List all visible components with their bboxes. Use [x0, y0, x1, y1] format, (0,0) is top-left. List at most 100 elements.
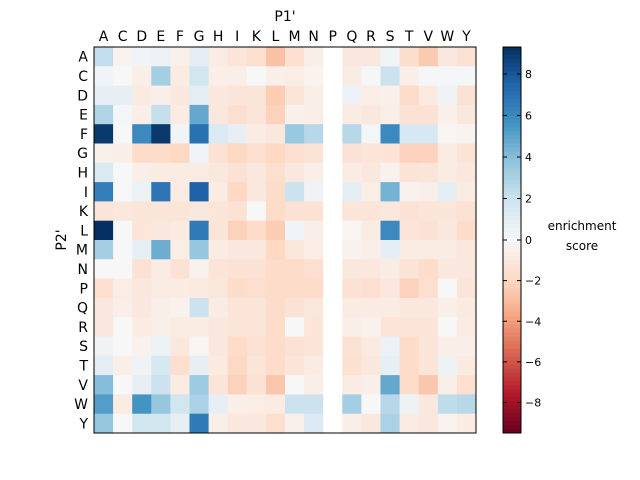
heatmap-cell-K-H	[208, 201, 229, 222]
heatmap-cell-S-K	[246, 336, 267, 357]
heatmap-cell-K-W	[437, 201, 458, 222]
heatmap-cell-Y-T	[399, 413, 420, 434]
heatmap-cell-M-V	[418, 240, 439, 260]
heatmap-cell-T-A	[94, 355, 114, 376]
heatmap-cell-A-D	[132, 47, 152, 67]
heatmap-cell-V-W	[437, 375, 458, 395]
heatmap-cell-C-T	[399, 66, 420, 86]
heatmap-cell-M-L	[265, 240, 286, 260]
heatmap-cell-I-A	[94, 182, 114, 202]
colorbar-segment	[503, 51, 521, 56]
colorbar-segment	[503, 396, 521, 402]
heatmap-cell-P-A	[94, 278, 114, 299]
heatmap-cell-Y-E	[151, 413, 171, 434]
colorbar-segment	[503, 155, 521, 161]
heatmap-cell-W-F	[170, 394, 190, 415]
heatmap-cell-N-P	[323, 259, 343, 279]
heatmap-cell-Y-P	[323, 413, 343, 434]
heatmap-cell-Y-S	[380, 413, 400, 434]
heatmap-cell-Q-G	[189, 297, 209, 318]
heatmap-cell-K-L	[265, 201, 286, 222]
heatmap-cell-Y-K	[246, 413, 267, 434]
colorbar-segment	[503, 135, 521, 140]
heatmap-cell-P-W	[437, 278, 458, 299]
colorbar-segment	[503, 171, 521, 177]
x-tick-label: M	[289, 29, 301, 45]
heatmap-cell-K-Q	[342, 201, 362, 222]
heatmap-cell-F-S	[380, 124, 400, 144]
heatmap-cell-A-W	[437, 47, 458, 67]
heatmap-cell-K-N	[304, 201, 324, 222]
heatmap-cell-T-I	[227, 355, 248, 376]
y-tick-label: K	[79, 204, 89, 220]
heatmap-cell-A-A	[94, 47, 114, 67]
heatmap-cell-G-L	[265, 143, 286, 164]
heatmap-cell-G-F	[170, 143, 190, 164]
heatmap-cell-T-G	[189, 355, 209, 376]
x-axis-title: P1'	[274, 9, 295, 25]
heatmap-cell-E-A	[94, 104, 114, 125]
heatmap-cell-I-E	[151, 182, 171, 202]
heatmap-cell-V-I	[227, 375, 248, 395]
heatmap-cell-K-V	[418, 201, 439, 222]
y-tick-label: T	[78, 358, 88, 374]
heatmap-cell-C-Y	[456, 66, 477, 86]
heatmap-cell-F-C	[113, 124, 133, 144]
colorbar-segment	[503, 392, 521, 398]
colorbar-segment	[503, 240, 521, 245]
heatmap-cell-F-L	[265, 124, 286, 144]
colorbar-title-line1: enrichment	[548, 219, 617, 233]
heatmap-cell-R-K	[246, 317, 267, 337]
heatmap-cell-N-F	[170, 259, 190, 279]
heatmap-cell-M-H	[208, 240, 229, 260]
colorbar-segment	[503, 376, 521, 382]
heatmap-cell-I-W	[437, 182, 458, 202]
heatmap-cell-C-E	[151, 66, 171, 86]
x-tick-label: H	[213, 29, 224, 45]
colorbar-segment	[503, 115, 521, 120]
heatmap-cell-F-T	[399, 124, 420, 144]
heatmap-cell-Q-V	[418, 297, 439, 318]
heatmap-cell-D-Y	[456, 85, 477, 106]
heatmap-cell-G-P	[323, 143, 343, 164]
heatmap-cell-A-R	[361, 47, 381, 67]
heatmap-cell-M-W	[437, 240, 458, 260]
x-tick-label: A	[99, 29, 109, 45]
heatmap-cell-Y-W	[437, 413, 458, 434]
heatmap-cell-A-T	[399, 47, 420, 67]
heatmap-cell-M-E	[151, 240, 171, 260]
heatmap-cell-N-Q	[342, 259, 362, 279]
heatmap-cell-Q-N	[304, 297, 324, 318]
colorbar-segment	[503, 179, 521, 185]
colorbar-segment	[503, 59, 521, 64]
heatmap-cell-A-Y	[456, 47, 477, 67]
colorbar-segment	[503, 364, 521, 370]
y-tick-label: R	[78, 320, 88, 336]
heatmap-cell-L-W	[437, 220, 458, 241]
heatmap-cell-P-E	[151, 278, 171, 299]
heatmap-cell-G-T	[399, 143, 420, 164]
colorbar-segment	[503, 360, 521, 366]
colorbar-segment	[503, 127, 521, 132]
colorbar-segment	[503, 324, 521, 329]
y-tick-label: Q	[77, 301, 88, 317]
heatmap-cell-T-N	[304, 355, 324, 376]
heatmap-cell-V-E	[151, 375, 171, 395]
colorbar-segment	[503, 95, 521, 100]
heatmap-cell-V-Q	[342, 375, 362, 395]
colorbar-segment	[503, 352, 521, 358]
heatmap-cell-G-D	[132, 143, 152, 164]
heatmap-cell-K-Y	[456, 201, 477, 222]
heatmap-cell-E-Q	[342, 104, 362, 125]
colorbar-segment	[503, 256, 521, 261]
heatmap-cell-S-F	[170, 336, 190, 357]
heatmap-cell-T-C	[113, 355, 133, 376]
heatmap-cell-W-S	[380, 394, 400, 415]
heatmap-cell-A-M	[285, 47, 305, 67]
y-tick-label: D	[77, 88, 88, 104]
heatmap-cell-H-R	[361, 162, 381, 183]
heatmap-cell-D-N	[304, 85, 324, 106]
colorbar-segment	[503, 308, 521, 313]
heatmap-cell-Y-C	[113, 413, 133, 434]
colorbar-segment	[503, 332, 521, 337]
